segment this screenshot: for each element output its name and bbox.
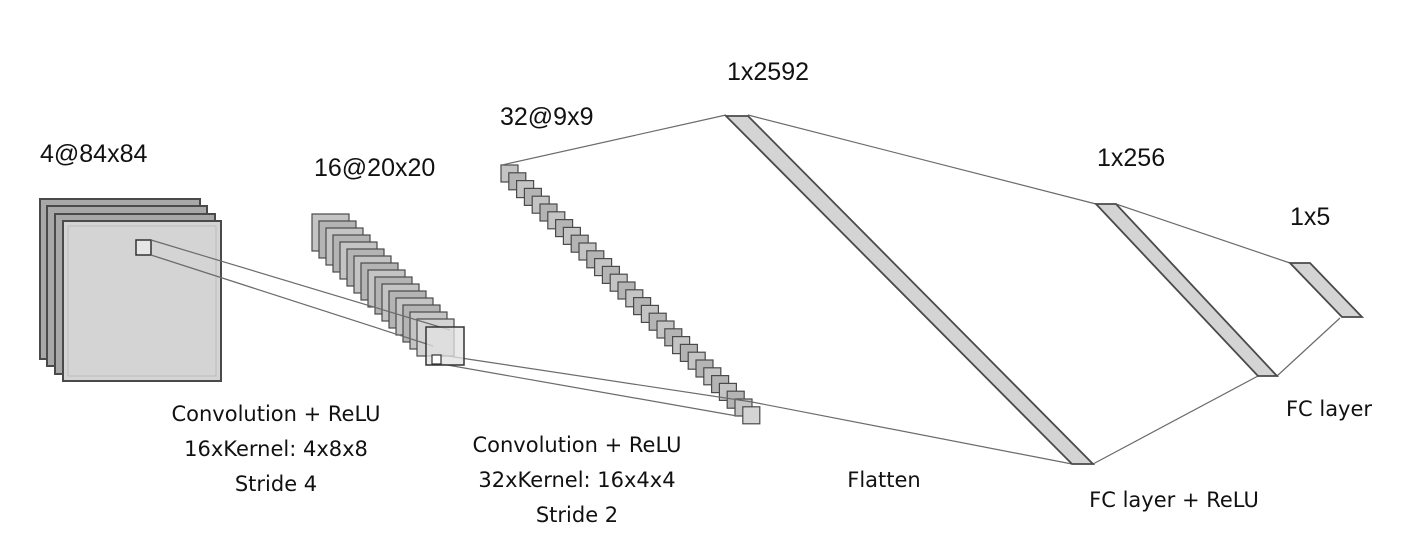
conv2-map-32	[742, 406, 761, 425]
conv2-caption: Convolution + ReLU 32xKernel: 16x4x4 Str…	[472, 433, 681, 527]
fc2-caption: FC layer	[1286, 397, 1372, 421]
input-kernel-window	[135, 239, 152, 256]
output-vector	[1287, 262, 1365, 318]
conv2-caption-line2: 32xKernel: 16x4x4	[478, 468, 675, 492]
conv2-feature-maps	[500, 164, 761, 425]
receptive-field-lines	[150, 114, 1341, 465]
fc1-caption: FC layer + ReLU	[1089, 488, 1259, 512]
conv2-caption-line3: Stride 2	[536, 503, 618, 527]
conv1-shape-label: 16@20x20	[314, 154, 435, 182]
input-shape-label: 4@84x84	[40, 140, 147, 168]
conv1-caption: Convolution + ReLU 16xKernel: 4x8x8 Stri…	[171, 402, 380, 496]
conv1-caption-line1: Convolution + ReLU	[171, 402, 380, 426]
flatten-caption: Flatten	[847, 468, 920, 492]
conv1-caption-line2: 16xKernel: 4x8x8	[184, 437, 368, 461]
conv1-caption-line3: Stride 4	[235, 472, 317, 496]
conv1-kernel-window	[425, 326, 465, 366]
fc1-vector	[1093, 203, 1280, 377]
conv1-feature-maps	[311, 213, 455, 357]
input-feature-maps	[39, 198, 222, 382]
fc1-shape-label: 1x256	[1097, 144, 1165, 172]
conv2-shape-label: 32@9x9	[500, 103, 594, 131]
flatten-shape-label: 1x2592	[727, 58, 809, 86]
flatten-vector	[723, 115, 1096, 465]
output-shape-label: 1x5	[1290, 203, 1330, 231]
conv2-caption-line1: Convolution + ReLU	[472, 433, 681, 457]
